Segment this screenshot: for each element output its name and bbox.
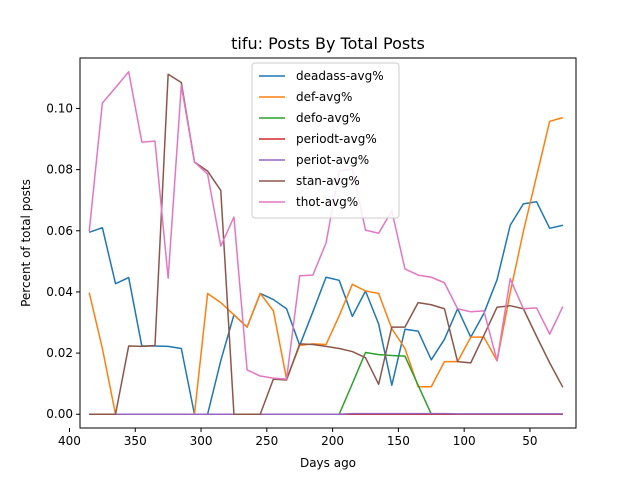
x-axis-label: Days ago [300, 456, 356, 470]
y-tick-label: 0.06 [46, 224, 73, 238]
legend-label: thot-avg% [296, 195, 358, 209]
y-tick-label: 0.04 [46, 285, 73, 299]
series-layer [88, 71, 564, 415]
legend-label: def-avg% [296, 90, 352, 104]
x-tick-label: 350 [124, 434, 147, 448]
x-tick-label: 150 [387, 434, 410, 448]
y-axis: 0.00 0.02 0.04 0.06 0.08 0.10 [46, 101, 80, 421]
x-tick-label: 100 [453, 434, 476, 448]
legend-label: periot-avg% [296, 153, 369, 167]
y-tick-label: 0.02 [46, 346, 73, 360]
legend-label: deadass-avg% [296, 69, 384, 83]
legend-label: stan-avg% [296, 174, 360, 188]
y-tick-label: 0.00 [46, 407, 73, 421]
chart-title: tifu: Posts By Total Posts [231, 34, 425, 53]
legend-label: periodt-avg% [296, 132, 377, 146]
x-tick-label: 300 [190, 434, 213, 448]
x-tick-label: 250 [255, 434, 278, 448]
series-line-stan-avg [89, 73, 564, 415]
x-axis: 400 350 300 250 200 150 100 50 [58, 428, 538, 448]
legend-box [251, 62, 400, 219]
legend-label: defo-avg% [296, 111, 361, 125]
x-tick-label: 200 [321, 434, 344, 448]
y-axis-label: Percent of total posts [19, 179, 33, 307]
x-tick-label: 50 [522, 434, 537, 448]
y-tick-label: 0.10 [46, 101, 73, 115]
y-tick-label: 0.08 [46, 163, 73, 177]
series-line-periot-avg [89, 412, 563, 415]
legend: deadass-avg% def-avg% defo-avg% periodt-avg… [251, 62, 400, 219]
series-line-thot-avg [88, 71, 564, 380]
plot-frame [79, 57, 577, 429]
x-tick-label: 400 [58, 434, 81, 448]
